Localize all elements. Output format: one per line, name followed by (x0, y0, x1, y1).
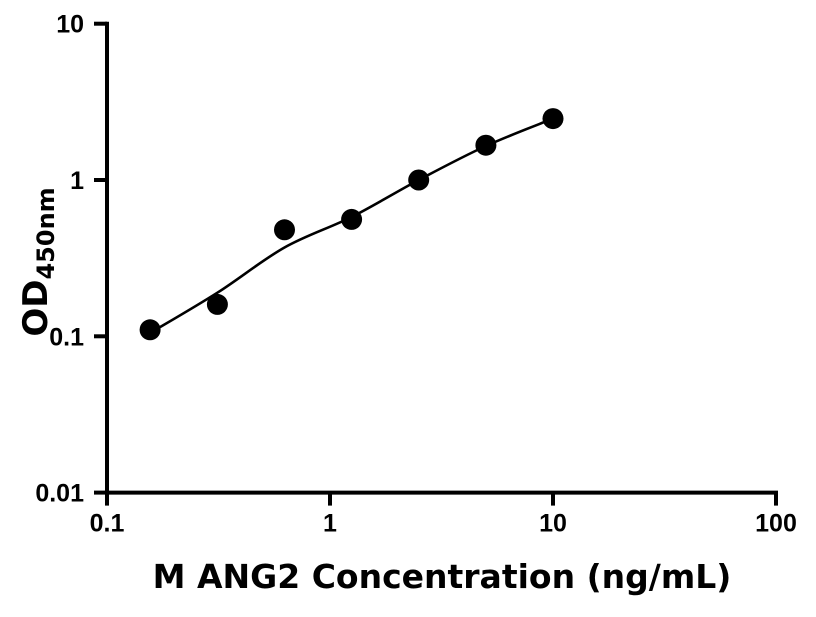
y-axis-title-main: OD (16, 280, 56, 337)
data-point (542, 108, 564, 130)
y-tick-label: 0.1 (49, 323, 84, 351)
data-point (206, 293, 228, 315)
data-point (274, 219, 295, 241)
x-axis-title: M ANG2 Concentration (ng/mL) (153, 557, 732, 596)
x-tick-label: 0.1 (90, 510, 125, 538)
y-tick-label: 0.01 (35, 480, 84, 508)
y-axis-title-subscript: 450nm (32, 187, 60, 279)
data-point (408, 169, 430, 191)
y-tick-label: 10 (56, 11, 84, 39)
data-point (341, 208, 363, 230)
y-axis-title: OD450nm (16, 187, 60, 336)
x-tick-label: 100 (755, 510, 797, 538)
data-point (139, 319, 161, 341)
y-tick-label: 1 (70, 167, 84, 195)
plot-area (139, 108, 564, 341)
x-tick-label: 10 (539, 510, 567, 538)
data-point (475, 134, 497, 156)
x-tick-label: 1 (323, 510, 337, 538)
